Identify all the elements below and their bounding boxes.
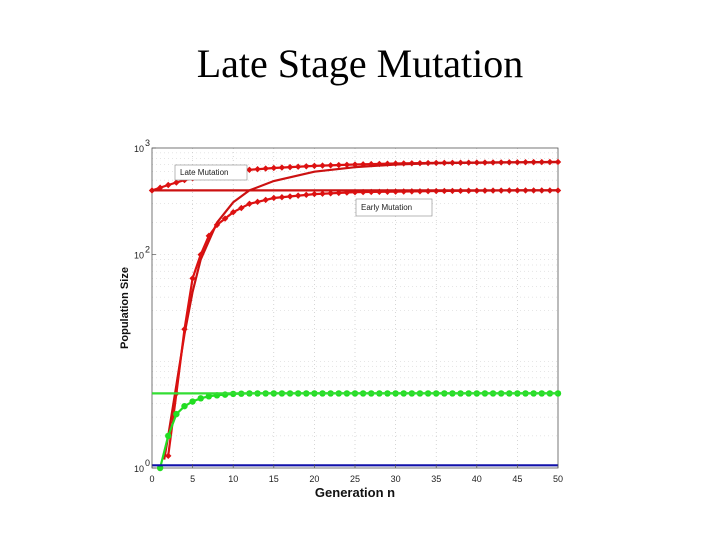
series-2-marker — [205, 232, 213, 240]
x-tick-label: 35 — [431, 474, 441, 484]
series-0-marker — [254, 165, 261, 173]
series-4-marker — [205, 393, 213, 400]
series-0-marker — [173, 179, 180, 186]
x-axis-label: Generation n — [315, 485, 395, 500]
x-tick-label: 15 — [269, 474, 279, 484]
series-2-marker — [165, 452, 172, 460]
series-0-marker — [270, 164, 277, 172]
series-2-marker — [213, 221, 221, 229]
series-2-marker — [181, 326, 188, 333]
series-0-marker — [294, 163, 302, 170]
series-2-marker — [221, 215, 229, 222]
series-0-marker — [343, 161, 351, 168]
series-0-marker — [335, 161, 342, 169]
series-2-marker — [303, 191, 310, 199]
series-2-marker — [246, 200, 253, 207]
x-tick-label: 0 — [149, 474, 154, 484]
legend-late-mutation-label: Late Mutation — [180, 168, 228, 177]
series-4-marker — [165, 432, 172, 440]
series-0-marker — [278, 164, 286, 171]
y-tick-label: 10 — [134, 464, 144, 474]
x-tick-label: 45 — [512, 474, 522, 484]
y-tick-label: 10 — [134, 251, 144, 261]
grid — [152, 148, 558, 468]
series-0-marker — [311, 162, 318, 170]
series-0-marker — [262, 165, 269, 172]
series-0-marker — [554, 158, 562, 166]
x-tick-label: 20 — [309, 474, 319, 484]
series-2-marker — [197, 251, 204, 258]
y-tick-label: 10 — [134, 144, 144, 154]
series-4-marker — [181, 402, 188, 410]
y-tick-exponent: 3 — [145, 138, 150, 148]
series-2-marker — [400, 188, 407, 195]
series-0-marker — [327, 162, 334, 169]
y-tick-exponent: 0 — [145, 458, 150, 468]
legend-early-mutation: Early Mutation — [355, 198, 433, 217]
legend-early-mutation-box — [355, 198, 433, 217]
legend-late-mutation: Late Mutation — [174, 164, 248, 181]
x-tick-label: 40 — [472, 474, 482, 484]
x-tick-label: 5 — [190, 474, 195, 484]
series-0-marker — [286, 163, 294, 171]
legend-late-mutation-box — [174, 164, 248, 181]
x-tick-label: 30 — [391, 474, 401, 484]
y-tick-exponent: 2 — [145, 245, 150, 255]
x-tick-label: 10 — [228, 474, 238, 484]
x-tick-label: 25 — [350, 474, 360, 484]
series-2-marker — [286, 193, 294, 200]
series-2-marker — [238, 204, 245, 212]
series-0-marker — [165, 181, 172, 189]
series-2-marker — [270, 194, 277, 202]
series-2-marker — [311, 190, 318, 198]
series-line-2 — [167, 189, 558, 456]
series-4-marker — [197, 395, 204, 402]
series-2-marker — [319, 190, 326, 197]
legend-early-mutation-label: Early Mutation — [361, 203, 412, 212]
series-4-marker — [189, 398, 196, 405]
series-2-marker — [327, 190, 334, 197]
series-4-marker — [173, 410, 180, 418]
y-axis-label: Population Size — [119, 267, 131, 349]
series-0-marker — [303, 163, 310, 170]
series-line-4 — [159, 392, 558, 469]
series-0-marker — [246, 166, 253, 173]
series-2-marker — [230, 209, 237, 216]
slide-title: Late Stage Mutation — [196, 41, 524, 86]
series-2-marker — [294, 192, 302, 199]
x-tick-label: 50 — [553, 474, 563, 484]
series-2-marker — [262, 196, 269, 204]
series-0-marker — [319, 162, 326, 169]
series-2-marker — [189, 275, 196, 282]
series-2-marker — [278, 193, 286, 201]
series-2-marker — [254, 198, 261, 206]
